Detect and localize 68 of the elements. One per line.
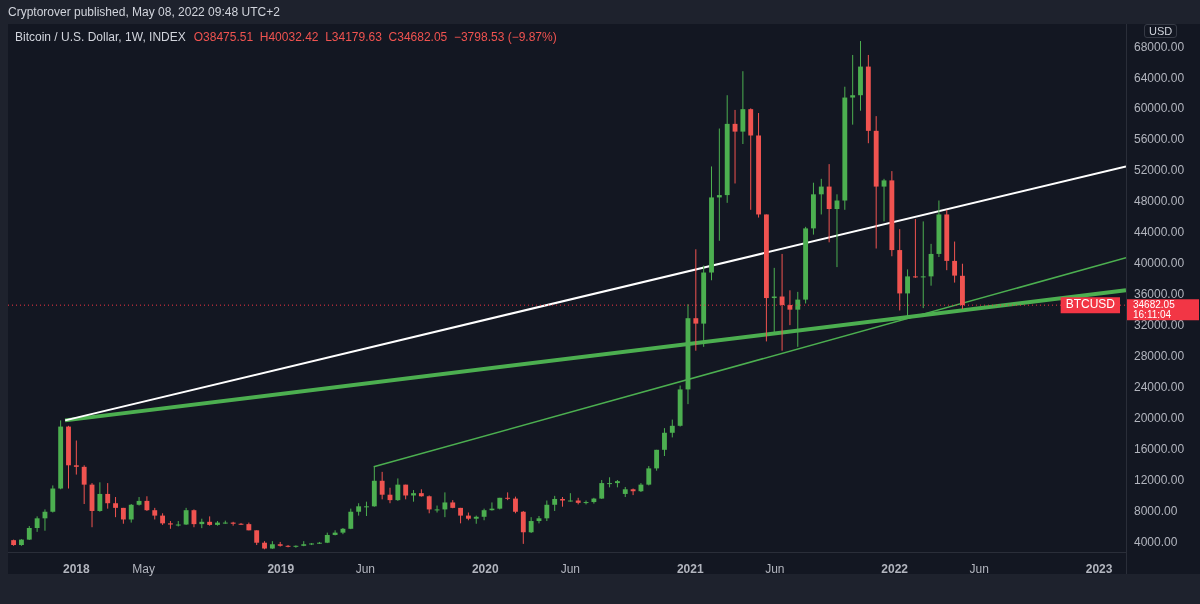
candlestick: [740, 70, 746, 145]
candlestick: [787, 289, 793, 326]
candlestick: [920, 220, 926, 309]
x-tick-label: 2021: [676, 561, 704, 576]
candlestick: [607, 476, 612, 488]
y-tick-label: 32000.00: [1134, 318, 1185, 333]
candlestick: [81, 464, 87, 505]
y-tick-label: 12000.00: [1134, 473, 1185, 488]
y-tick-label: 64000.00: [1134, 70, 1185, 85]
x-tick-label: Jun: [765, 561, 785, 576]
text: O38475.51 H40032.42 L34179.63 C34682.05 −3798.53 (−9.87%): [193, 30, 557, 44]
y-axis-title: USD: [1144, 24, 1178, 38]
x-tick-label: 2022: [881, 561, 909, 576]
candlestick: [113, 496, 118, 518]
y-tick-label: 16000.00: [1134, 442, 1185, 457]
candlestick: [536, 515, 542, 524]
x-tick-label: 2023: [1085, 561, 1113, 576]
x-tick-label: May: [132, 561, 155, 576]
y-tick-label: 68000.00: [1134, 39, 1185, 54]
candlestick: [73, 440, 79, 476]
y-tick-label: 20000.00: [1134, 411, 1185, 426]
y-tick-label: 4000.00: [1134, 535, 1178, 550]
y-tick-label: 52000.00: [1134, 163, 1185, 178]
candlestick: [716, 128, 722, 242]
x-tick-label: 2020: [471, 561, 499, 576]
candlestick: [50, 484, 56, 514]
y-tick-label: 28000.00: [1134, 349, 1185, 364]
candlestick: [881, 178, 887, 222]
candlestick: [952, 241, 958, 284]
x-tick-label: 2018: [62, 561, 90, 576]
candlestick: [826, 163, 832, 243]
candlestick: [599, 479, 605, 500]
y-tick-label: 56000.00: [1134, 132, 1185, 147]
candlestick: [693, 248, 699, 352]
candlestick: [818, 178, 824, 215]
candlestick: [379, 471, 385, 500]
candlestick: [850, 54, 856, 126]
candlestick: [544, 500, 550, 522]
x-tick-label: Jun: [560, 561, 581, 576]
y-tick-label: 40000.00: [1134, 256, 1185, 271]
candlestick: [293, 544, 299, 549]
candlestick: [779, 253, 785, 352]
candlestick: [332, 529, 338, 536]
candlestick: [662, 427, 667, 457]
y-tick-label: 8000.00: [1134, 504, 1178, 519]
text: 16:11:04: [1133, 308, 1172, 320]
candlestick: [912, 218, 918, 279]
y-tick-label: 48000.00: [1134, 194, 1185, 209]
candlestick: [795, 291, 801, 348]
candlestick: [97, 481, 103, 513]
candlestick: [364, 501, 369, 517]
candlestick: [105, 482, 111, 510]
x-tick-label: 2019: [267, 561, 295, 576]
x-tick-label: Jun: [969, 561, 989, 576]
y-tick-label: 24000.00: [1134, 380, 1185, 395]
candlestick: [395, 477, 401, 502]
text: Cryptorover published, May 08, 2022 09:48 UTC+2: [8, 5, 280, 19]
y-tick-label: 60000.00: [1134, 101, 1185, 116]
y-tick-label: 44000.00: [1134, 225, 1185, 240]
text: Bitcoin / U.S. Dollar, 1W, INDEX: [15, 30, 186, 44]
candlestick: [928, 243, 934, 287]
x-tick-label: Jun: [355, 561, 376, 576]
candlestick: [520, 510, 526, 545]
candlestick: [128, 503, 134, 524]
ref-line-label: BTCUSD: [1065, 297, 1116, 312]
text: 34682.05: [1133, 298, 1176, 310]
candlestick: [630, 488, 636, 496]
candlestick: [442, 491, 448, 518]
